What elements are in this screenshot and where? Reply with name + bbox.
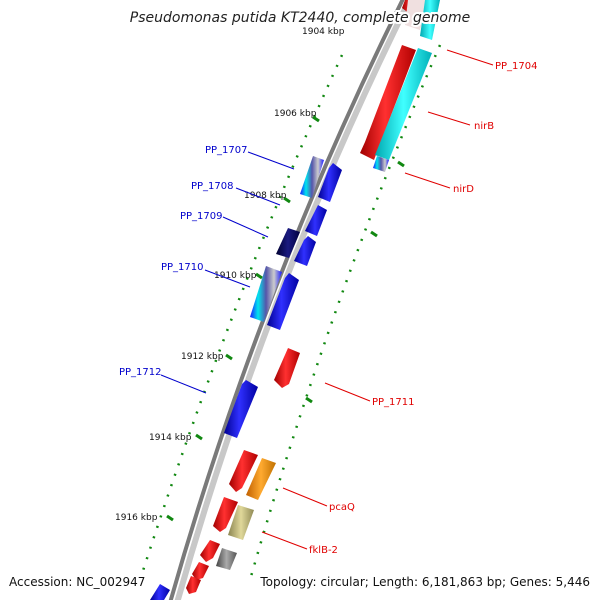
gene-PP_1711[interactable] [274,348,300,388]
gene-PP_1710-cds[interactable] [267,273,299,330]
tick-label-1912: 1912 kbp [181,352,224,362]
genome-summary-text: Topology: circular; Length: 6,181,863 bp… [259,575,590,589]
tick-label-1910: 1910 kbp [214,271,257,281]
gene-PP_1707-cds[interactable] [318,163,342,202]
major-ticks [166,115,405,522]
tick-label-1908: 1908 kbp [244,191,287,201]
label-PP_1707[interactable]: PP_1707 [205,145,248,156]
gene-red-lower-2[interactable] [213,497,238,532]
accession-text: Accession: NC_002947 [9,575,145,589]
label-PP_1711[interactable]: PP_1711 [372,397,415,408]
gene-red-lower-4[interactable] [192,562,209,580]
gene-red-lower-3[interactable] [200,540,220,562]
gene-nirD[interactable] [373,156,389,172]
gene-grey-small[interactable] [216,548,237,570]
gene-PP_1708[interactable] [305,205,327,236]
label-nirD[interactable]: nirD [453,184,474,195]
minor-tick-track-inner [138,54,344,581]
label-pcaQ[interactable]: pcaQ [329,502,355,513]
label-PP_1710[interactable]: PP_1710 [161,262,204,273]
genome-backbone-outer [174,0,413,600]
map-title: Pseudomonas putida KT2440, complete geno… [130,10,470,26]
label-PP_1708[interactable]: PP_1708 [191,181,234,192]
gene-red-lower-1[interactable] [229,450,258,492]
tick-label-1904: 1904 kbp [302,27,345,37]
gene-bottom-blue[interactable] [150,584,170,600]
label-PP_1712[interactable]: PP_1712 [119,367,162,378]
minor-tick-track-outer [248,44,442,581]
rna-cyan-large[interactable] [375,48,432,160]
label-PP_1704[interactable]: PP_1704 [495,61,538,72]
label-nirB[interactable]: nirB [474,121,494,132]
gene-red-lower-5[interactable] [186,576,201,594]
gene-PP_1707[interactable] [300,156,324,198]
gene-pcaQ[interactable] [246,458,276,500]
gene-PP_1709[interactable] [276,228,300,258]
tick-label-1916: 1916 kbp [115,513,158,523]
forward-strand-genes [186,0,440,594]
gene-PP_1710[interactable] [250,266,282,322]
label-leaders [160,49,494,550]
reverse-strand-genes [150,156,342,600]
gene-nirB[interactable] [360,45,416,160]
gene-PP_1709-cds[interactable] [294,236,316,266]
gene-top-light[interactable] [405,0,430,30]
tick-label-1906: 1906 kbp [274,109,317,119]
label-fklB-2[interactable]: fklB-2 [309,545,338,556]
gene-fklB-2[interactable] [228,505,254,540]
rna-cyan-top[interactable] [420,0,440,40]
label-PP_1709[interactable]: PP_1709 [180,211,223,222]
gene-PP_1712[interactable] [224,380,258,438]
tick-label-1914: 1914 kbp [149,433,192,443]
